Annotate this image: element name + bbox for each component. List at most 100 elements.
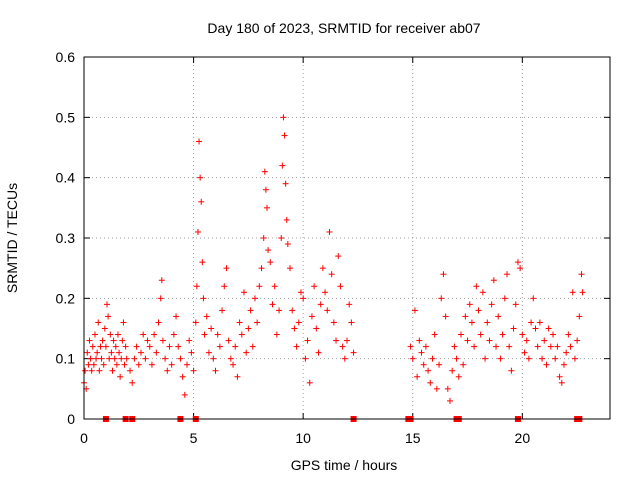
data-point	[121, 361, 128, 368]
data-point	[521, 349, 528, 356]
data-point	[230, 361, 237, 368]
data-point	[184, 361, 191, 368]
data-point	[348, 319, 355, 326]
data-point	[488, 301, 495, 308]
data-point	[297, 289, 304, 296]
data-point	[82, 367, 89, 374]
x-tick-label: 0	[80, 430, 88, 446]
data-point	[339, 343, 346, 350]
data-point	[514, 259, 521, 266]
data-point	[341, 355, 348, 362]
data-point	[319, 265, 326, 272]
data-point	[168, 361, 175, 368]
x-tick-label: 15	[405, 430, 421, 446]
data-point	[528, 319, 535, 326]
data-point	[455, 373, 462, 380]
data-point	[108, 349, 115, 356]
data-point	[279, 162, 286, 169]
data-point	[300, 295, 307, 302]
data-point	[212, 367, 219, 374]
data-point	[477, 331, 484, 338]
data-point	[571, 355, 578, 362]
data-point	[267, 259, 274, 266]
data-point	[337, 283, 344, 290]
data-point	[289, 307, 296, 314]
data-point	[254, 319, 261, 326]
data-point	[436, 361, 443, 368]
data-point	[123, 355, 130, 362]
y-tick-label: 0.1	[56, 351, 76, 367]
data-point	[433, 385, 440, 392]
data-point	[284, 241, 291, 248]
data-point	[188, 349, 195, 356]
data-point	[106, 355, 113, 362]
data-point	[523, 337, 530, 344]
data-point	[113, 361, 120, 368]
data-point	[442, 313, 449, 320]
data-point	[328, 271, 335, 278]
data-point	[453, 355, 460, 362]
data-point	[170, 331, 177, 338]
data-point	[451, 343, 458, 350]
data-point	[282, 180, 289, 187]
data-point	[261, 168, 268, 175]
data-point	[302, 355, 309, 362]
data-point	[508, 367, 515, 374]
x-axis-label: GPS time / hours	[291, 457, 398, 473]
data-point	[127, 367, 134, 374]
data-point	[411, 307, 418, 314]
data-point	[251, 295, 258, 302]
grid-layer	[84, 57, 610, 419]
data-point	[545, 325, 552, 332]
data-point	[447, 397, 454, 404]
data-point	[94, 349, 101, 356]
data-point	[499, 331, 506, 338]
data-point	[322, 289, 329, 296]
data-point	[333, 337, 340, 344]
data-point	[223, 265, 230, 272]
data-point	[291, 325, 298, 332]
data-point	[466, 301, 473, 308]
data-point	[109, 367, 116, 374]
data-point	[539, 355, 546, 362]
data-point	[89, 343, 96, 350]
data-point	[192, 319, 199, 326]
data-point	[565, 331, 572, 338]
data-point	[196, 138, 203, 145]
data-point	[543, 361, 550, 368]
data-point	[245, 325, 252, 332]
data-point	[262, 186, 269, 193]
data-point	[129, 379, 136, 386]
data-point	[258, 265, 265, 272]
y-tick-label: 0.4	[56, 170, 76, 186]
data-point	[91, 331, 98, 338]
data-point	[90, 361, 97, 368]
data-point	[471, 343, 478, 350]
data-point	[493, 343, 500, 350]
data-point	[85, 361, 92, 368]
data-point	[473, 283, 480, 290]
data-point	[234, 373, 241, 380]
y-tick-label: 0.5	[56, 109, 76, 125]
data-point	[308, 313, 315, 320]
data-point	[344, 337, 350, 344]
data-point	[162, 355, 169, 362]
data-point	[105, 313, 112, 320]
data-point	[420, 361, 427, 368]
data-point	[464, 337, 471, 344]
data-point	[519, 331, 526, 338]
data-point	[84, 349, 91, 356]
data-point	[534, 343, 541, 350]
data-point	[438, 295, 445, 302]
data-point	[576, 313, 583, 320]
data-point	[133, 343, 140, 350]
data-point	[457, 331, 464, 338]
data-point	[517, 265, 524, 272]
data-point	[317, 301, 324, 308]
data-point	[118, 355, 125, 362]
data-point	[144, 337, 151, 344]
data-point	[315, 349, 322, 356]
y-tick-label: 0	[67, 411, 75, 427]
data-point	[232, 343, 239, 350]
y-tick-label: 0.3	[56, 230, 76, 246]
